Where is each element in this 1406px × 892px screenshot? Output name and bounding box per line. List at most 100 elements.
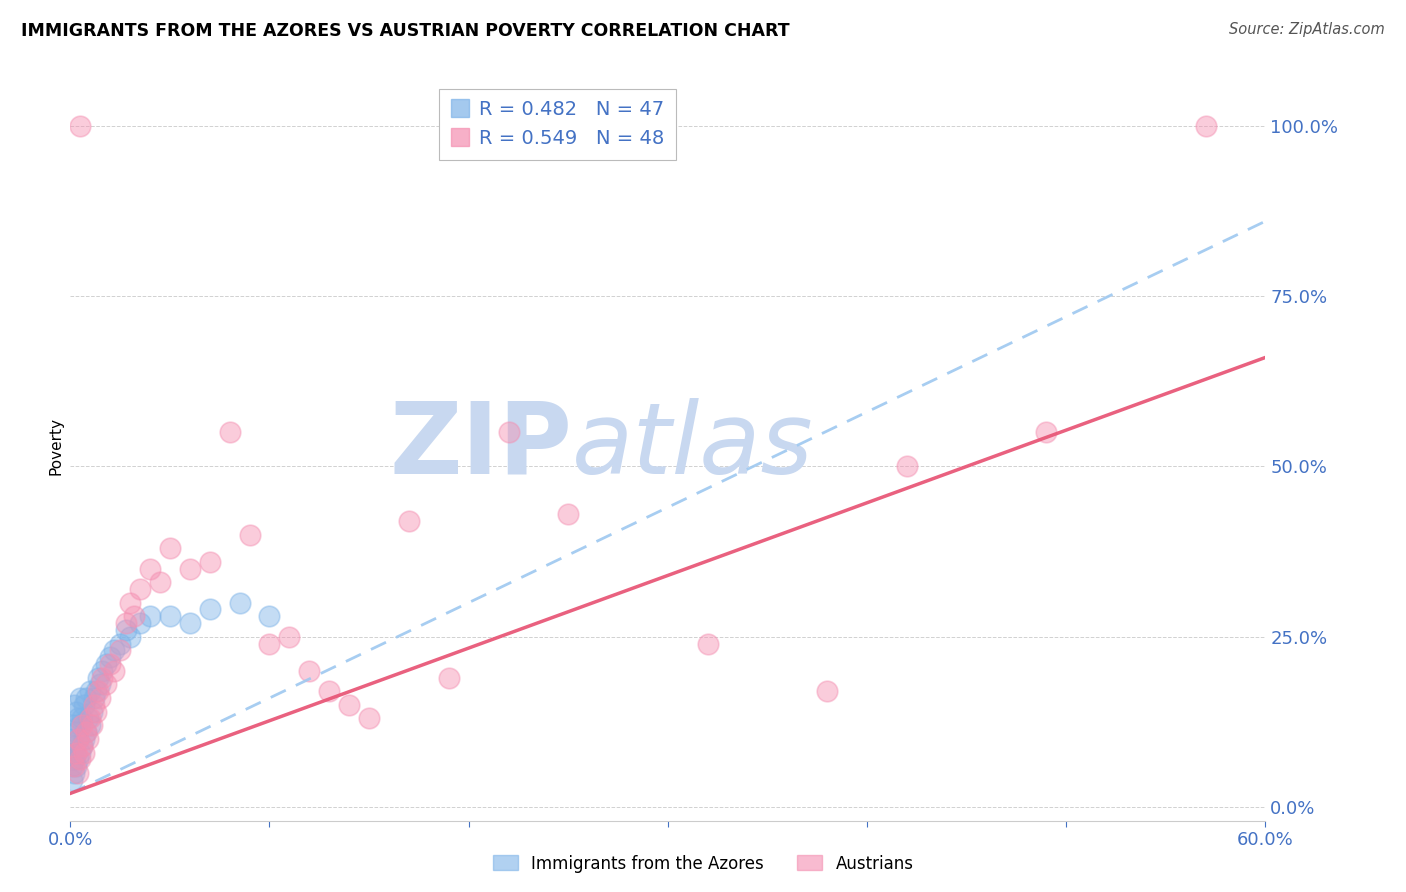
Point [79,711,101,725]
Point [79,718,101,732]
Point [159,609,181,624]
Point [87,684,110,698]
Point [65,705,87,719]
Point [91,671,114,685]
Point [437,671,460,685]
Point [70,739,93,753]
Point [83,691,105,706]
Point [65,746,87,760]
Point [179,616,201,631]
Point [70,718,93,732]
Point [398,514,420,528]
Point [69,691,91,706]
Point [67,731,90,746]
Point [139,561,162,575]
Point [63,759,86,773]
Point [239,527,262,541]
Point [67,766,90,780]
Point [198,555,221,569]
Point [337,698,360,712]
Point [63,766,86,780]
Point [60,759,83,773]
Point [89,691,111,706]
Point [159,541,181,556]
Point [98,657,121,671]
Point [67,731,90,746]
Point [77,731,100,746]
Point [278,630,301,644]
Text: IMMIGRANTS FROM THE AZORES VS AUSTRIAN POVERTY CORRELATION CHART: IMMIGRANTS FROM THE AZORES VS AUSTRIAN P… [21,22,790,40]
Point [63,739,86,753]
Point [179,561,201,575]
Point [696,636,718,650]
Point [70,711,93,725]
Point [149,575,172,590]
Point [120,630,141,644]
Point [139,609,162,624]
Point [84,705,107,719]
Point [87,671,110,685]
Point [122,609,145,624]
Point [69,718,91,732]
Point [84,684,107,698]
Point [108,643,131,657]
Point [77,711,100,725]
Point [318,684,340,698]
Point [120,596,141,610]
Text: atlas: atlas [572,398,814,494]
Point [298,664,321,678]
Point [198,602,221,616]
Point [103,643,125,657]
Point [69,746,91,760]
Text: ZIP: ZIP [389,398,572,494]
Point [69,752,91,766]
Point [115,616,138,631]
Y-axis label: Poverty: Poverty [48,417,63,475]
Point [63,698,86,712]
Point [82,705,104,719]
Point [108,636,131,650]
Point [129,616,152,631]
Point [60,772,83,787]
Point [75,691,97,706]
Legend: Immigrants from the Azores, Austrians: Immigrants from the Azores, Austrians [486,848,920,880]
Point [65,759,87,773]
Point [115,623,138,637]
Point [65,725,87,739]
Point [73,731,96,746]
Point [259,636,281,650]
Point [96,677,117,691]
Point [896,459,918,474]
Point [91,664,114,678]
Point [1195,119,1218,133]
Point [98,650,121,665]
Point [65,746,87,760]
Point [60,746,83,760]
Point [498,425,520,440]
Point [63,718,86,732]
Point [89,677,111,691]
Point [73,746,96,760]
Point [259,609,281,624]
Point [79,684,101,698]
Point [75,725,97,739]
Point [129,582,152,596]
Point [83,698,105,712]
Point [67,711,90,725]
Point [218,425,240,440]
Point [815,684,838,698]
Point [359,711,381,725]
Text: Source: ZipAtlas.com: Source: ZipAtlas.com [1229,22,1385,37]
Point [82,718,104,732]
Point [67,752,90,766]
Legend: R = 0.482   N = 47, R = 0.549   N = 48: R = 0.482 N = 47, R = 0.549 N = 48 [439,88,676,160]
Point [103,664,125,678]
Point [228,596,250,610]
Point [60,731,83,746]
Point [96,657,117,671]
Point [75,725,97,739]
Point [69,119,91,133]
Point [70,739,93,753]
Point [63,752,86,766]
Point [557,507,579,521]
